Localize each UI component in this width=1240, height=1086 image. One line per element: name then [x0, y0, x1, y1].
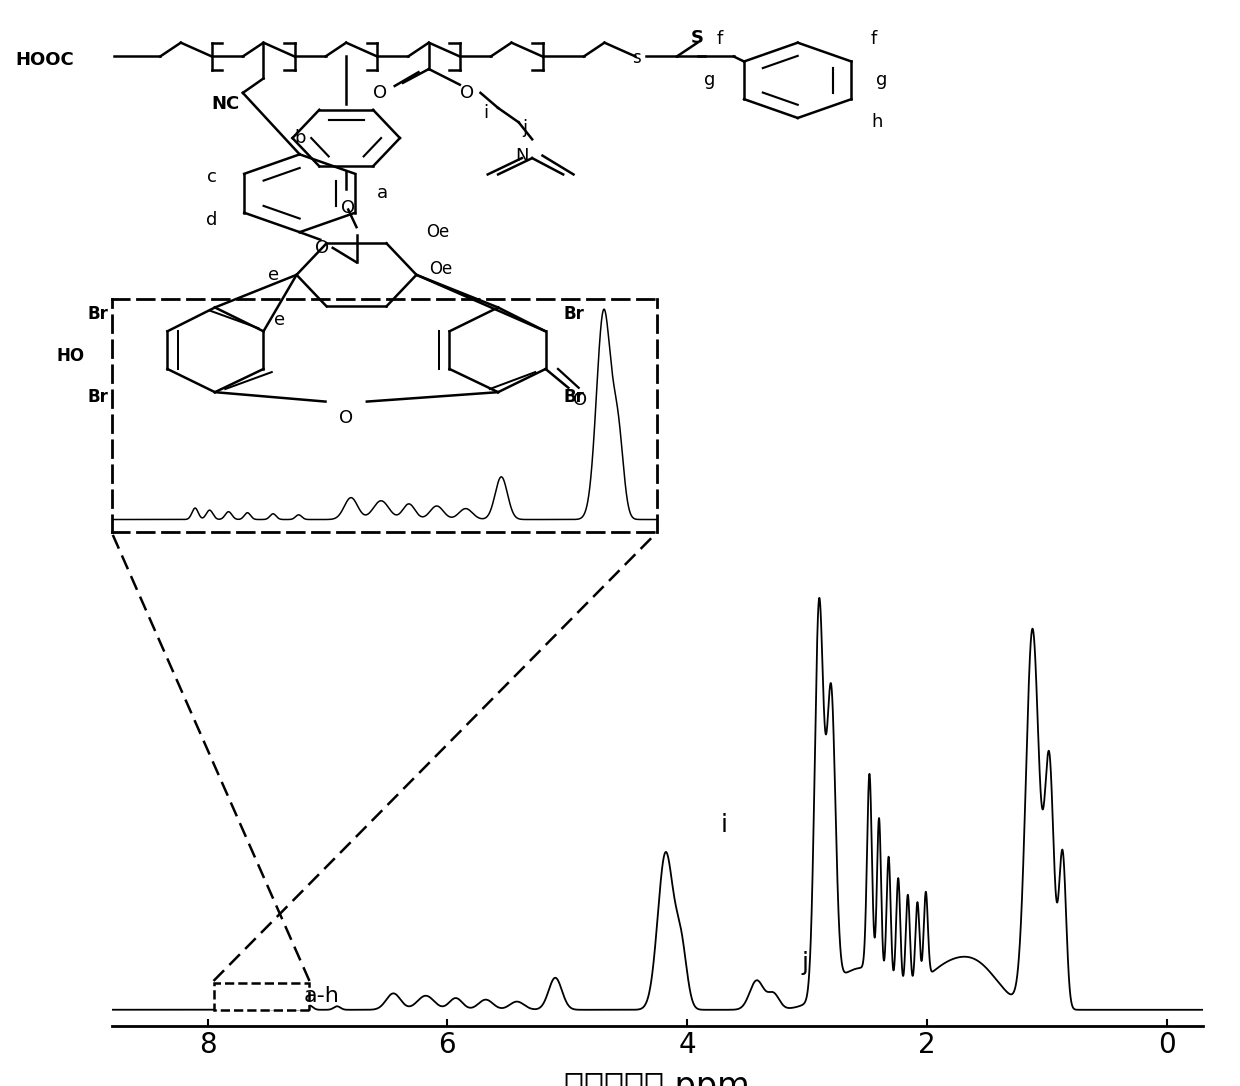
Text: g: g — [877, 72, 888, 89]
Text: O: O — [339, 409, 353, 427]
Text: d: d — [206, 211, 217, 229]
Text: h: h — [870, 113, 883, 131]
Text: O: O — [315, 239, 330, 257]
Text: i: i — [484, 104, 489, 122]
X-axis label: 化学位移／ ppm: 化学位移／ ppm — [564, 1070, 750, 1086]
Text: c: c — [207, 168, 217, 186]
Text: b: b — [294, 129, 305, 147]
Text: Br: Br — [563, 388, 584, 405]
Text: S: S — [691, 28, 704, 47]
Text: O: O — [460, 84, 474, 102]
Text: j: j — [801, 950, 808, 975]
Text: f: f — [717, 30, 723, 48]
Text: NC: NC — [212, 94, 241, 113]
Text: O: O — [341, 199, 356, 217]
Text: N: N — [515, 147, 528, 165]
Text: j: j — [522, 119, 527, 137]
Text: a: a — [377, 185, 388, 202]
Text: g: g — [703, 72, 715, 89]
Text: Oe: Oe — [429, 260, 453, 278]
Text: i: i — [720, 812, 728, 837]
Text: HO: HO — [57, 348, 84, 365]
Text: HOOC: HOOC — [15, 51, 74, 68]
Text: Oe: Oe — [425, 223, 449, 241]
Text: e: e — [274, 311, 285, 329]
Text: s: s — [632, 49, 641, 66]
Text: O: O — [373, 84, 387, 102]
Text: Br: Br — [88, 388, 109, 405]
Text: a-h: a-h — [304, 986, 340, 1006]
Text: f: f — [870, 30, 878, 48]
Text: Br: Br — [88, 305, 109, 323]
Text: Br: Br — [563, 305, 584, 323]
FancyBboxPatch shape — [213, 983, 310, 1010]
Text: e: e — [268, 266, 279, 283]
Text: O: O — [573, 391, 588, 409]
